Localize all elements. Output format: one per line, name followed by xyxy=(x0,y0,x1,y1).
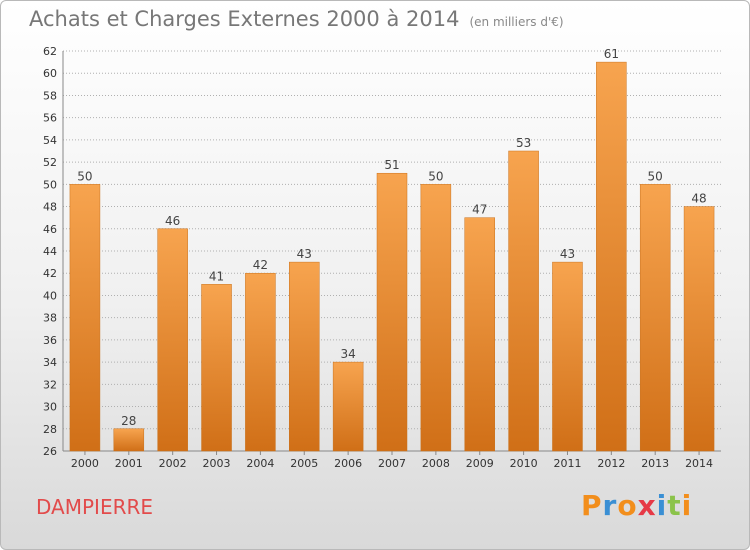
bar-2010 xyxy=(508,150,539,452)
bar-layer xyxy=(69,61,715,452)
y-tick-label: 56 xyxy=(43,112,57,125)
logo-letter: i xyxy=(656,489,668,522)
x-tick-label: 2001 xyxy=(115,457,143,470)
y-tick-label: 44 xyxy=(43,245,57,258)
x-tick-label: 2000 xyxy=(71,457,99,470)
logo-letter: o xyxy=(617,489,638,522)
chart-title-text: Achats et Charges Externes 2000 à 2014 xyxy=(29,7,460,31)
bar-2006 xyxy=(332,361,364,452)
value-label-2007: 51 xyxy=(384,158,399,172)
value-label-2006: 34 xyxy=(340,347,355,361)
x-tick-label: 2014 xyxy=(685,457,713,470)
value-label-2000: 50 xyxy=(77,169,92,183)
y-tick-label: 36 xyxy=(43,334,57,347)
y-tick-label: 28 xyxy=(43,423,57,436)
bar-2012 xyxy=(596,61,627,452)
y-tick-label: 54 xyxy=(43,134,57,147)
x-tick-label: 2012 xyxy=(597,457,625,470)
value-label-2013: 50 xyxy=(648,169,663,183)
value-label-2008: 50 xyxy=(428,169,443,183)
logo-letter: t xyxy=(667,489,682,522)
y-tick-label: 34 xyxy=(43,356,57,369)
y-tick-label: 48 xyxy=(43,201,57,214)
value-label-2014: 48 xyxy=(691,192,706,206)
y-tick-label: 42 xyxy=(43,267,57,280)
bar-2002 xyxy=(157,228,188,452)
x-tick-label: 2005 xyxy=(290,457,318,470)
proxiti-logo[interactable]: Proxiti xyxy=(581,489,692,522)
bar-2005 xyxy=(289,261,320,452)
bar-2009 xyxy=(464,217,495,452)
value-label-2010: 53 xyxy=(516,136,531,150)
x-tick-label: 2009 xyxy=(466,457,494,470)
y-tick-label: 30 xyxy=(43,401,57,414)
x-tick-label: 2013 xyxy=(641,457,669,470)
value-label-2001: 28 xyxy=(121,414,136,428)
commune-name: DAMPIERRE xyxy=(36,495,154,519)
y-tick-label: 32 xyxy=(43,378,57,391)
y-tick-label: 60 xyxy=(43,67,57,80)
y-tick-label: 46 xyxy=(43,223,57,236)
x-tick-label: 2011 xyxy=(553,457,581,470)
bar-2003 xyxy=(201,284,232,452)
y-tick-label: 50 xyxy=(43,178,57,191)
x-tick-label: 2010 xyxy=(510,457,538,470)
bar-2014 xyxy=(683,206,715,452)
y-tick-label: 58 xyxy=(43,89,57,102)
logo-letter: P xyxy=(581,489,603,522)
value-label-2002: 46 xyxy=(165,214,180,228)
logo-letter: i xyxy=(681,489,693,522)
x-tick-label: 2008 xyxy=(422,457,450,470)
logo-letter: x xyxy=(637,489,657,522)
value-label-2005: 43 xyxy=(297,247,312,261)
value-label-2011: 43 xyxy=(560,247,575,261)
value-label-2004: 42 xyxy=(253,258,268,272)
x-tick-label: 2007 xyxy=(378,457,406,470)
value-label-2012: 61 xyxy=(604,47,619,61)
logo-letter: r xyxy=(602,489,618,522)
chart-title: Achats et Charges Externes 2000 à 2014 (e… xyxy=(29,7,564,31)
y-tick-label: 62 xyxy=(43,45,57,58)
x-tick-label: 2002 xyxy=(159,457,187,470)
y-tick-label: 52 xyxy=(43,156,57,169)
y-tick-label: 26 xyxy=(43,445,57,458)
bar-2013 xyxy=(639,184,671,452)
x-tick-label: 2003 xyxy=(203,457,231,470)
label-layer: 50 28 46 41 42 43 34 51 50 47 53 43 61 50 48 xyxy=(77,47,706,428)
bar-2008 xyxy=(420,184,452,452)
bar-2001 xyxy=(113,428,145,452)
bar-2007 xyxy=(376,172,408,452)
x-tick-label: 2006 xyxy=(334,457,362,470)
value-label-2009: 47 xyxy=(472,203,487,217)
bar-2000 xyxy=(69,184,101,452)
bar-2011 xyxy=(552,261,583,452)
x-tick-label: 2004 xyxy=(246,457,274,470)
chart-subtitle: (en milliers d'€) xyxy=(469,15,564,29)
y-tick-label: 40 xyxy=(43,289,57,302)
y-tick-label: 38 xyxy=(43,312,57,325)
value-label-2003: 41 xyxy=(209,269,224,283)
bar-2004 xyxy=(245,272,276,452)
